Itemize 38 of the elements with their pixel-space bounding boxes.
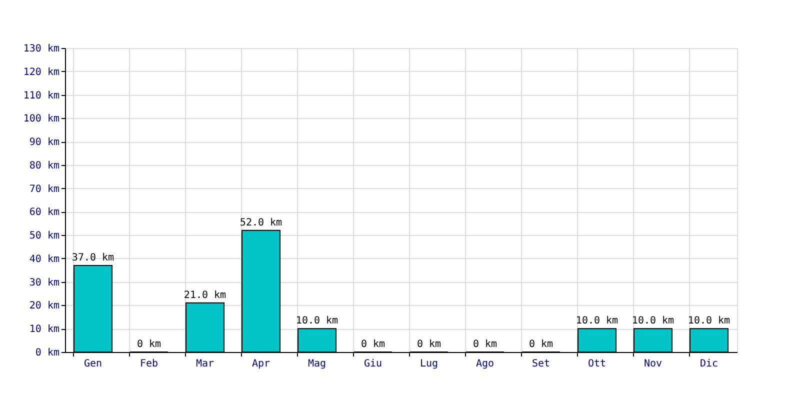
- x-tick-label: Set: [532, 358, 550, 370]
- x-tick-label: Ago: [476, 358, 494, 370]
- data-label: 10.0 km: [632, 316, 674, 327]
- x-tick-label: Dic: [700, 358, 718, 370]
- x-tick-label: Feb: [140, 358, 158, 370]
- y-tick-label: 110 km: [23, 90, 60, 102]
- data-label: 21.0 km: [184, 290, 226, 301]
- x-tick-label: Lug: [420, 358, 438, 370]
- y-tick-label: 120 km: [23, 66, 60, 78]
- y-tick-label: 90 km: [29, 137, 60, 148]
- x-tick-label: Apr: [252, 358, 270, 370]
- data-label: 10.0 km: [296, 316, 338, 327]
- x-tick-label: Ott: [588, 358, 606, 370]
- data-label: 0 km: [360, 339, 386, 350]
- y-tick-label: 60 km: [29, 207, 60, 218]
- y-tick-label: 100 km: [23, 114, 60, 125]
- y-tick-label: 130 km: [23, 44, 60, 54]
- data-label: 37.0 km: [72, 252, 114, 264]
- y-tick-label: 0 km: [35, 348, 60, 358]
- y-tick-label: 50 km: [29, 230, 60, 242]
- data-label: 52.0 km: [240, 217, 282, 228]
- x-tick-label: Gen: [84, 358, 102, 370]
- x-tick-label: Nov: [644, 358, 662, 370]
- data-label: 10.0 km: [688, 316, 730, 327]
- y-tick-label: 40 km: [29, 254, 60, 265]
- data-label: 0 km: [528, 339, 554, 350]
- data-label: 0 km: [416, 339, 442, 350]
- data-label: 0 km: [136, 339, 162, 350]
- y-tick-label: 10 km: [29, 324, 60, 336]
- data-label: 0 km: [472, 339, 498, 350]
- x-tick-label: Giu: [364, 358, 382, 370]
- x-tick-label: Mag: [308, 358, 326, 370]
- y-tick-label: 70 km: [29, 184, 60, 195]
- y-tick-label: 30 km: [29, 277, 60, 288]
- x-tick-label: Mar: [196, 358, 214, 370]
- y-tick-label: 80 km: [29, 160, 60, 172]
- y-tick-label: 20 km: [29, 300, 60, 312]
- data-label: 10.0 km: [576, 316, 618, 327]
